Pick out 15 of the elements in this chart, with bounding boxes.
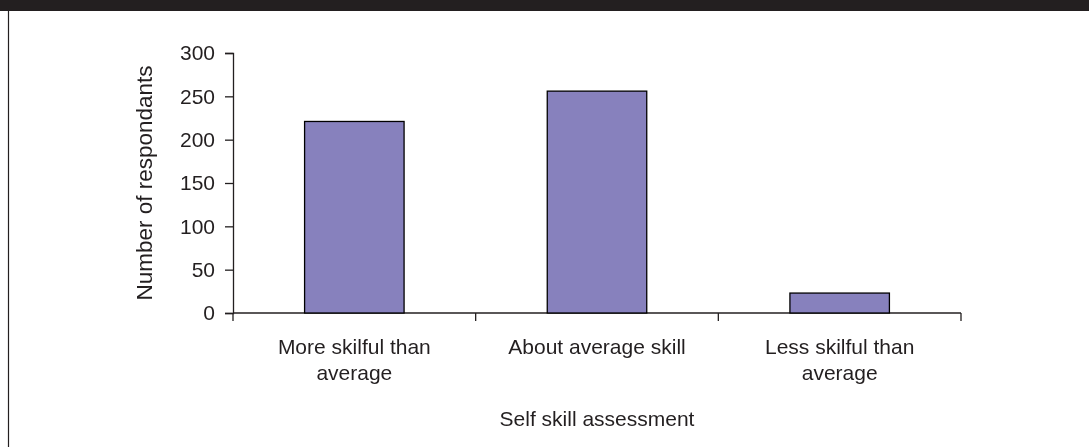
bar (789, 292, 891, 314)
y-tick-label: 300 (179, 41, 215, 65)
x-axis-title: Self skill assessment (499, 407, 695, 430)
y-tick-label: 150 (179, 171, 215, 195)
y-axis-title: Number of respondants (132, 65, 157, 301)
x-tick-label: More skilful than average (277, 335, 431, 385)
bar (546, 90, 648, 314)
x-tick-label: Less skilful than average (764, 335, 915, 385)
y-tick-label: 200 (179, 127, 215, 151)
y-tick-label: 50 (191, 257, 215, 281)
bar (303, 120, 405, 314)
y-tick-label: 250 (179, 84, 215, 108)
x-tick-label: About average skill (508, 335, 686, 358)
y-tick-label: 100 (179, 214, 215, 238)
y-tick-label: 0 (203, 301, 215, 325)
